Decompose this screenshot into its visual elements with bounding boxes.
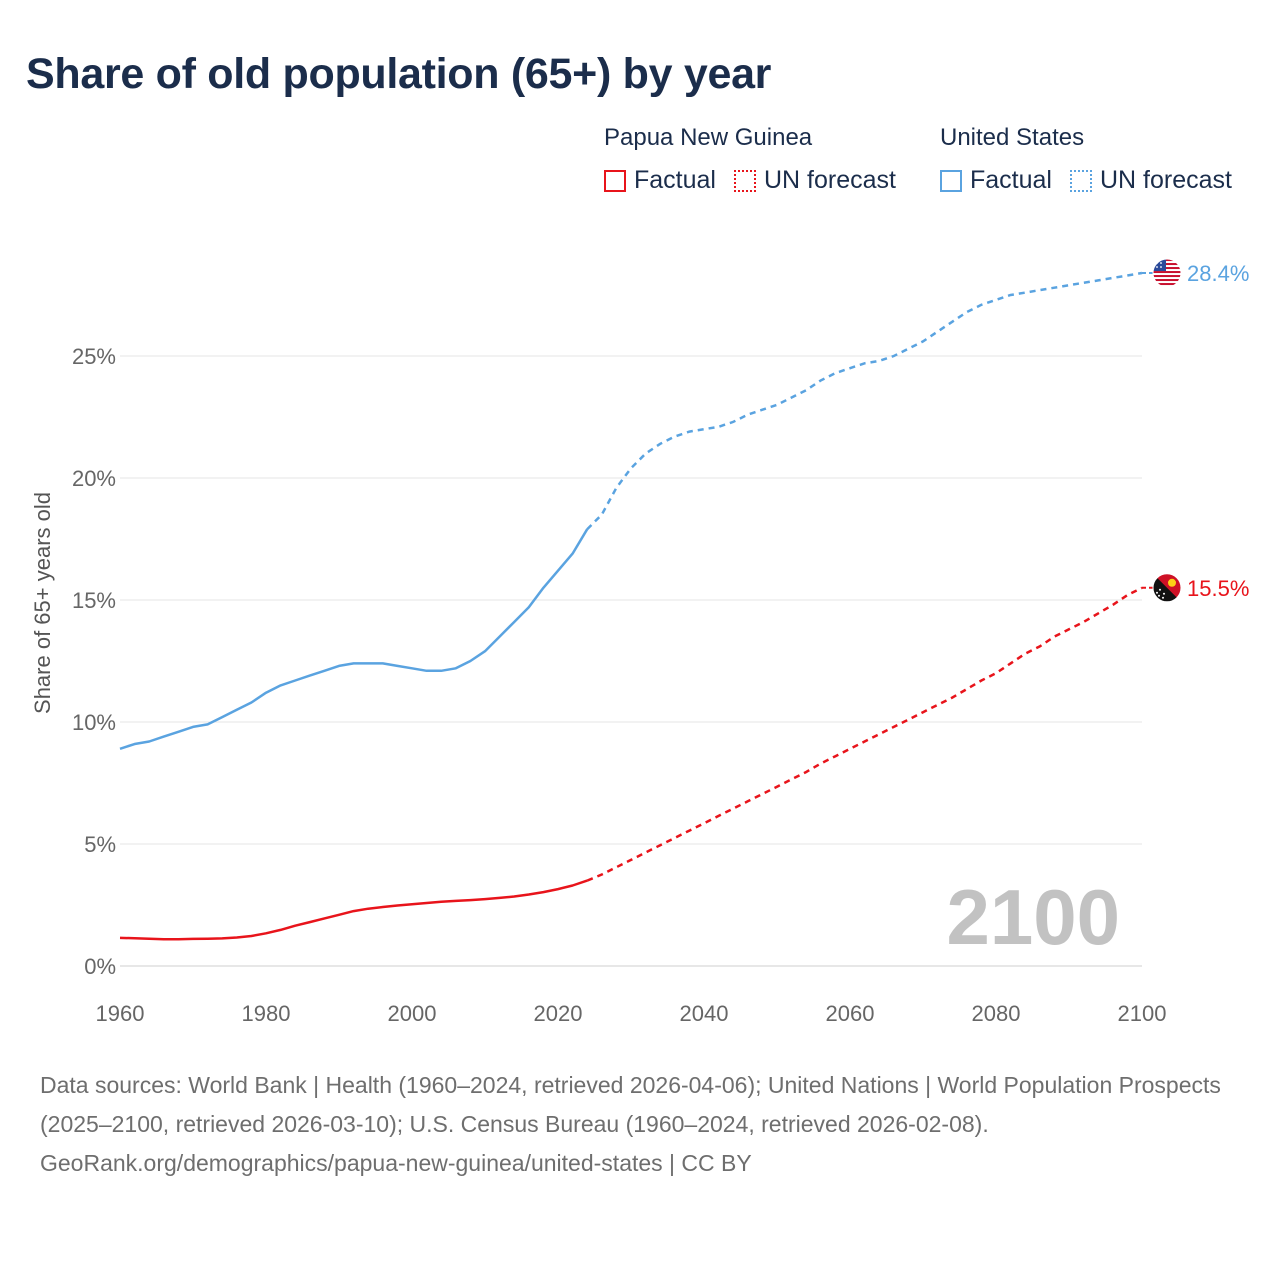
x-tick-label: 2000	[388, 1001, 437, 1026]
end-value-label-united-states: 28.4%	[1187, 261, 1249, 286]
year-overlay: 2100	[946, 873, 1120, 961]
x-tick-label: 2040	[680, 1001, 729, 1026]
data-sources-text: Data sources: World Bank | Health (1960–…	[40, 1072, 1221, 1137]
legend-group-united-states: United States Factual UN forecast	[940, 124, 1250, 195]
legend-swatch-solid	[604, 169, 626, 192]
grid-lines	[120, 355, 1142, 967]
y-axis-ticks: 0% 5% 10% 15% 20% 25%	[72, 344, 116, 979]
end-value-label-papua-new-guinea: 15.5%	[1187, 576, 1249, 601]
legend-group-papua-new-guinea: Papua New Guinea Factual UN forecast	[604, 124, 914, 195]
x-tick-label: 2100	[1118, 1001, 1167, 1026]
y-axis-title: Share of 65+ years old	[30, 492, 55, 714]
x-tick-label: 2020	[534, 1001, 583, 1026]
y-tick-label: 20%	[72, 466, 116, 491]
legend-label: Factual	[970, 166, 1052, 194]
x-tick-label: 1960	[96, 1001, 145, 1026]
legend-label: UN forecast	[763, 166, 896, 194]
legend-group-title: Papua New Guinea	[604, 124, 813, 151]
x-axis-ticks: 1960 1980 2000 2020 2040 2060 2080 2100	[96, 1001, 1167, 1026]
x-tick-label: 2080	[972, 1001, 1021, 1026]
series-line-united-states-factual[interactable]	[119, 528, 589, 750]
legend-label: Factual	[634, 166, 716, 194]
legend-item-png-factual[interactable]: Factual	[604, 166, 716, 195]
y-tick-label: 5%	[84, 832, 116, 857]
legend-label: UN forecast	[1099, 166, 1232, 194]
legend-item-png-forecast[interactable]: UN forecast	[733, 166, 896, 195]
legend-swatch-dotted	[733, 169, 756, 192]
us-flag-icon	[1152, 258, 1182, 288]
y-tick-label: 0%	[84, 954, 116, 979]
y-tick-label: 25%	[72, 344, 116, 369]
legend-item-us-forecast[interactable]: UN forecast	[1069, 166, 1232, 195]
legend-swatch-solid	[940, 169, 962, 192]
series-line-papua-new-guinea-factual[interactable]	[119, 879, 588, 941]
png-flag-icon	[1152, 573, 1182, 603]
x-tick-label: 1980	[242, 1001, 291, 1026]
legend-item-us-factual[interactable]: Factual	[940, 166, 1052, 195]
end-markers: 28.4% 15.5%	[1142, 258, 1249, 603]
x-tick-label: 2060	[826, 1001, 875, 1026]
series-line-united-states-forecast[interactable]	[586, 271, 1143, 531]
chart-title: Share of old population (65+) by year	[26, 50, 772, 98]
series-line-papua-new-guinea-forecast[interactable]	[586, 586, 1143, 882]
series-lines	[119, 271, 1143, 941]
chart-area: 0% 5% 10% 15% 20% 25% 1960 1980 2000 2020 2040 206…	[30, 258, 1249, 1026]
legend-group-title: United States	[940, 124, 1085, 151]
y-tick-label: 15%	[72, 588, 116, 613]
footer: Data sources: World Bank | Health (1960–…	[40, 1066, 1240, 1183]
y-tick-label: 10%	[72, 710, 116, 735]
credit-link[interactable]: GeoRank.org/demographics/papua-new-guine…	[40, 1150, 752, 1176]
legend-swatch-dotted	[1069, 169, 1092, 192]
